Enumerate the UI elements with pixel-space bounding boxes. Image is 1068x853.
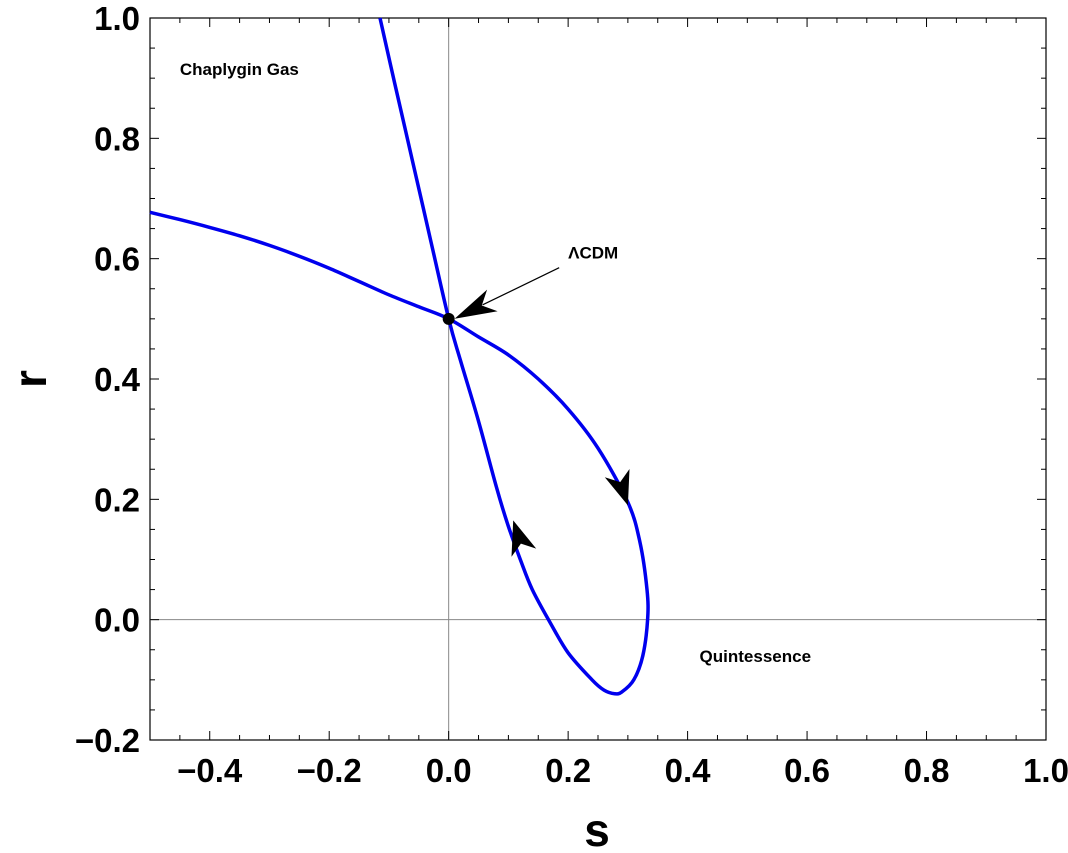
plot-frame (149, 17, 1047, 741)
lcdm-pointer-line (482, 267, 560, 306)
y-tick-label: −0.2 (75, 722, 140, 759)
y-tick-label: 1.0 (94, 0, 140, 37)
y-tick-label: 0.2 (94, 481, 140, 518)
x-tick-label: 0.0 (426, 752, 472, 789)
x-axis-title: s (584, 804, 610, 853)
x-tick-label: 0.2 (545, 752, 591, 789)
annotation-label: Chaplygin Gas (180, 60, 299, 79)
marker-layer: Chaplygin Gas ΛCDM Quintessence (180, 60, 811, 666)
plot-border (149, 17, 1047, 741)
y-tick-label: 0.4 (94, 361, 141, 398)
lcdm-pointer-arrowhead (454, 289, 498, 319)
zero-lines (150, 18, 1046, 740)
y-tick-label: 0.6 (94, 241, 140, 278)
annotation-label: Quintessence (700, 647, 812, 666)
x-tick-label: 0.8 (904, 752, 950, 789)
y-tick-label: 0.0 (94, 602, 140, 639)
x-tick-label: −0.4 (177, 752, 243, 789)
x-tick-label: 0.6 (784, 752, 830, 789)
y-axis-title: r (4, 370, 56, 388)
lcdm-point (442, 312, 455, 325)
x-tick-label: 0.4 (665, 752, 712, 789)
tick-labels: −0.4 −0.2 0.0 0.2 0.4 0.6 0.8 1.0 −0.2 0.0 0.2 0.4 0… (75, 0, 1068, 789)
y-tick-label: 0.8 (94, 120, 140, 157)
curve-layer (149, 17, 650, 696)
annotation-label: ΛCDM (568, 244, 618, 263)
flow-arrow-down (604, 469, 630, 506)
x-tick-label: 1.0 (1023, 752, 1068, 789)
flow-arrow-up (511, 520, 537, 557)
x-tick-label: −0.2 (297, 752, 362, 789)
trajectory-line (149, 17, 650, 696)
tick-marks (149, 17, 1047, 741)
